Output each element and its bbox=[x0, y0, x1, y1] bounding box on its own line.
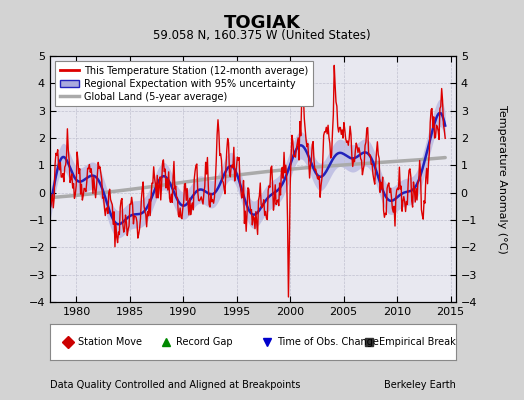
Text: Data Quality Controlled and Aligned at Breakpoints: Data Quality Controlled and Aligned at B… bbox=[50, 380, 300, 390]
Text: TOGIAK: TOGIAK bbox=[224, 14, 300, 32]
Text: Station Move: Station Move bbox=[78, 337, 142, 347]
Text: Empirical Break: Empirical Break bbox=[379, 337, 455, 347]
Text: Time of Obs. Change: Time of Obs. Change bbox=[277, 337, 379, 347]
Y-axis label: Temperature Anomaly (°C): Temperature Anomaly (°C) bbox=[497, 105, 507, 253]
Text: Record Gap: Record Gap bbox=[176, 337, 232, 347]
Text: 59.058 N, 160.375 W (United States): 59.058 N, 160.375 W (United States) bbox=[153, 29, 371, 42]
Legend: This Temperature Station (12-month average), Regional Expectation with 95% uncer: This Temperature Station (12-month avera… bbox=[54, 61, 313, 106]
Text: Berkeley Earth: Berkeley Earth bbox=[384, 380, 456, 390]
